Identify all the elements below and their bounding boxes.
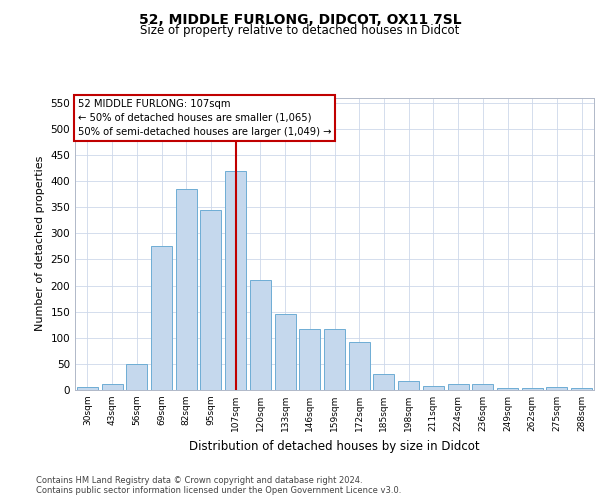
Y-axis label: Number of detached properties: Number of detached properties (35, 156, 45, 332)
Bar (324, 329, 345, 390)
Bar (522, 388, 543, 390)
Bar (77, 388, 98, 390)
Bar (176, 189, 197, 390)
Bar (250, 280, 271, 390)
Text: 52, MIDDLE FURLONG, DIDCOT, OX11 7SL: 52, MIDDLE FURLONG, DIDCOT, OX11 7SL (139, 12, 461, 26)
Text: 52 MIDDLE FURLONG: 107sqm
← 50% of detached houses are smaller (1,065)
50% of se: 52 MIDDLE FURLONG: 107sqm ← 50% of detac… (77, 99, 331, 137)
Bar (373, 374, 394, 390)
Bar (448, 384, 469, 390)
Bar (200, 210, 221, 390)
Bar (101, 384, 122, 390)
Bar (299, 329, 320, 390)
Bar (472, 384, 493, 390)
Text: Contains HM Land Registry data © Crown copyright and database right 2024.: Contains HM Land Registry data © Crown c… (36, 476, 362, 485)
X-axis label: Distribution of detached houses by size in Didcot: Distribution of detached houses by size … (189, 440, 480, 452)
Bar (547, 388, 568, 390)
Bar (349, 342, 370, 390)
Bar (225, 170, 246, 390)
Bar (398, 381, 419, 390)
Text: Contains public sector information licensed under the Open Government Licence v3: Contains public sector information licen… (36, 486, 401, 495)
Bar (151, 246, 172, 390)
Bar (571, 388, 592, 390)
Bar (126, 364, 147, 390)
Text: Size of property relative to detached houses in Didcot: Size of property relative to detached ho… (140, 24, 460, 37)
Bar (497, 388, 518, 390)
Bar (275, 314, 296, 390)
Bar (423, 386, 444, 390)
